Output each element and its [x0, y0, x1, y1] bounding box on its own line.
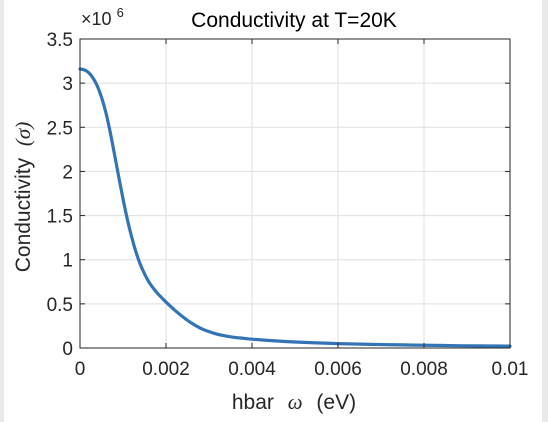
x-tick-label: 0.01 [492, 359, 529, 380]
y-axis-title: Conductivity (σ) [11, 122, 35, 273]
y-axis-title-text: Conductivity [12, 157, 35, 272]
tick-labels: 0 0.002 0.004 0.006 0.008 0.01 0 0.5 1 1.5 2 2.5 3 3.… [47, 30, 529, 380]
x-axis-title-unit: (eV) [316, 391, 356, 414]
x-tick-label: 0 [75, 359, 86, 380]
x-axis-title: hbar ω (eV) [232, 390, 356, 414]
y-tick-label: 1 [62, 251, 73, 272]
series-layer [78, 67, 512, 348]
plot-box [79, 38, 511, 349]
x-tick-label: 0.004 [228, 359, 276, 380]
x-axis-title-text: hbar [232, 391, 274, 414]
x-tick-label: 0.006 [314, 359, 362, 380]
grid [80, 39, 510, 348]
y-tick-label: 3.5 [47, 30, 73, 51]
x-tick-label: 0.002 [142, 359, 190, 380]
x-axis-title-symbol: ω [288, 390, 303, 414]
y-exponent-prefix: ×10 [81, 9, 112, 29]
y-tick-label: 2 [62, 162, 73, 183]
y-tick-label: 1.5 [47, 207, 73, 228]
x-tick-label: 0.008 [400, 359, 448, 380]
y-tick-label: 0.5 [47, 295, 73, 316]
axes [79, 38, 511, 349]
chart-title: Conductivity at T=20K [191, 9, 397, 32]
y-exponent-label: ×10 6 [81, 5, 124, 29]
window-edge-left [0, 0, 4, 422]
y-tick-label: 2.5 [47, 118, 73, 139]
conductivity-series-line [78, 67, 512, 348]
y-tick-label: 3 [62, 74, 73, 95]
y-axis-title-symbol: (σ) [11, 122, 35, 146]
window-edge-right [542, 0, 548, 422]
y-tick-label: 0 [62, 339, 73, 360]
y-exponent-power: 6 [117, 5, 124, 20]
